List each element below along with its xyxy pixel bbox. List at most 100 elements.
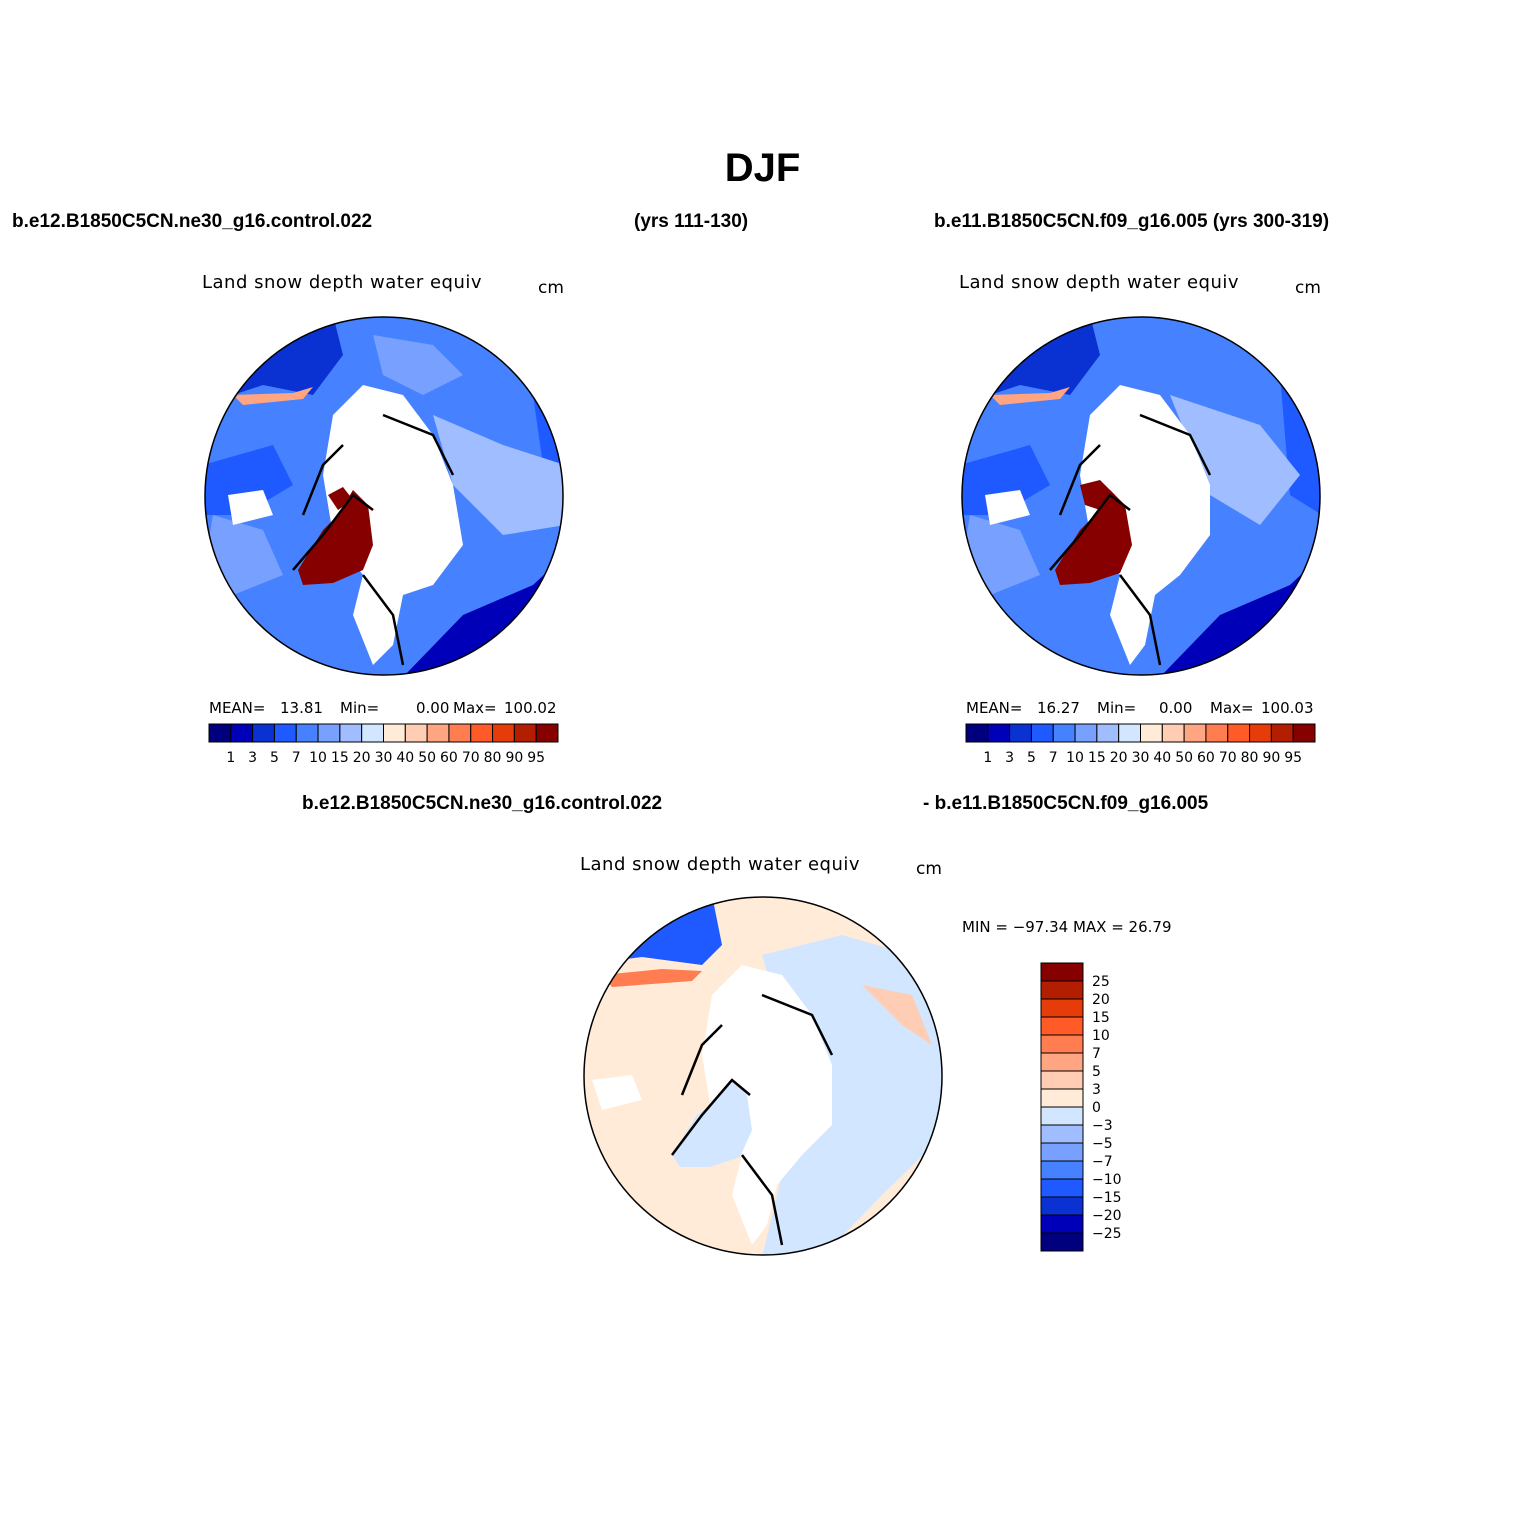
panel1-mean-value: 13.81 bbox=[280, 699, 323, 717]
panel1-min-value: 0.00 bbox=[416, 699, 450, 717]
panel2-mean-label: MEAN= bbox=[966, 699, 1023, 717]
colorbar-difference-swatch bbox=[1040, 1142, 1084, 1162]
panel2-max-value: 100.03 bbox=[1261, 699, 1314, 717]
colorbar-case2-swatch bbox=[1118, 723, 1141, 743]
colorbar-case2-tick-label: 10 bbox=[1066, 750, 1084, 766]
colorbar-difference-tick-label: −25 bbox=[1092, 1226, 1122, 1242]
colorbar-case1-swatch bbox=[230, 723, 254, 743]
colorbar-difference-swatch bbox=[1040, 1088, 1084, 1108]
colorbar-case2-swatch bbox=[1074, 723, 1098, 743]
colorbar-case1-swatch bbox=[295, 723, 319, 743]
colorbar-difference-tick-label: 7 bbox=[1092, 1046, 1101, 1062]
polar-map-case1 bbox=[204, 316, 564, 676]
colorbar-case2-swatch bbox=[1096, 723, 1120, 743]
panel3-minmax: MIN = −97.34 MAX = 26.79 bbox=[962, 918, 1172, 936]
colorbar-case1-swatch bbox=[208, 723, 232, 743]
colorbar-case1-tick-label: 15 bbox=[331, 750, 349, 766]
colorbar-difference-swatch bbox=[1040, 1232, 1084, 1252]
colorbar-case1-tick-label: 50 bbox=[418, 750, 436, 766]
colorbar-difference: 25 20 15 10 7 5 3 0 −3 −5 −7 −10 −15 −20 −25 bbox=[1040, 962, 1122, 1252]
colorbar-case2: 1 3 5 7 10 15 20 30 40 50 60 70 80 90 95 bbox=[965, 723, 1316, 766]
panel2-min-value: 0.00 bbox=[1159, 699, 1193, 717]
panel2-units: cm bbox=[1295, 278, 1321, 298]
colorbar-difference-tick-label: 5 bbox=[1092, 1064, 1101, 1080]
colorbar-case2-tick-label: 60 bbox=[1197, 750, 1215, 766]
colorbar-case1-tick-label: 40 bbox=[396, 750, 414, 766]
colorbar-difference-swatch bbox=[1040, 1016, 1084, 1036]
colorbar-case1-swatch bbox=[426, 723, 450, 743]
colorbar-case1-tick-label: 70 bbox=[462, 750, 480, 766]
colorbar-case2-swatch bbox=[1161, 723, 1185, 743]
colorbar-case2-tick-label: 50 bbox=[1175, 750, 1193, 766]
colorbar-case2-swatch bbox=[1009, 723, 1032, 743]
colorbar-difference-tick-label: −7 bbox=[1092, 1154, 1113, 1170]
colorbar-case1-tick-label: 3 bbox=[248, 750, 257, 766]
colorbar-case2-tick-label: 1 bbox=[983, 750, 992, 766]
colorbar-case2-tick-label: 15 bbox=[1088, 750, 1106, 766]
colorbar-case2-tick-label: 90 bbox=[1262, 750, 1280, 766]
colorbar-difference-swatch bbox=[1040, 1070, 1084, 1090]
panel1-mean-label: MEAN= bbox=[209, 699, 266, 717]
colorbar-difference-swatch bbox=[1040, 1178, 1084, 1198]
colorbar-case1-tick-label: 30 bbox=[375, 750, 393, 766]
colorbar-difference-tick-label: 3 bbox=[1092, 1082, 1101, 1098]
panel1-max-value: 100.02 bbox=[504, 699, 557, 717]
colorbar-difference-tick-label: −3 bbox=[1092, 1118, 1113, 1134]
colorbar-case1-tick-label: 80 bbox=[484, 750, 502, 766]
colorbar-difference-swatch bbox=[1040, 1214, 1084, 1234]
case2-label: b.e11.B1850C5CN.f09_g16.005 (yrs 300-319… bbox=[934, 211, 1330, 232]
colorbar-case2-swatch bbox=[1292, 723, 1316, 743]
colorbar-case2-swatch bbox=[1052, 723, 1076, 743]
panel2-min-label: Min= bbox=[1097, 699, 1137, 717]
colorbar-case2-swatch bbox=[1227, 723, 1251, 743]
panel1-units: cm bbox=[538, 278, 564, 298]
panel1-title: Land snow depth water equiv bbox=[202, 272, 483, 293]
colorbar-case2-tick-label: 7 bbox=[1049, 750, 1058, 766]
colorbar-difference-swatch bbox=[1040, 980, 1084, 1000]
panel2-max-label: Max= bbox=[1210, 699, 1254, 717]
colorbar-case1-tick-label: 95 bbox=[527, 750, 545, 766]
colorbar-case2-tick-label: 5 bbox=[1027, 750, 1036, 766]
diff-label-case2: - b.e11.B1850C5CN.f09_g16.005 bbox=[923, 793, 1209, 814]
figure-title: DJF bbox=[724, 146, 801, 190]
colorbar-difference-swatch bbox=[1040, 962, 1084, 982]
colorbar-case1: 1 3 5 7 10 15 20 30 40 50 60 70 80 90 95 bbox=[208, 723, 559, 766]
panel2-title: Land snow depth water equiv bbox=[959, 272, 1240, 293]
colorbar-case2-tick-label: 3 bbox=[1005, 750, 1014, 766]
colorbar-case2-swatch bbox=[987, 723, 1011, 743]
colorbar-difference-swatch bbox=[1040, 1160, 1084, 1180]
polar-map-difference bbox=[583, 896, 943, 1256]
colorbar-case1-swatch bbox=[317, 723, 341, 743]
colorbar-difference-tick-label: 20 bbox=[1092, 992, 1110, 1008]
colorbar-case2-tick-label: 70 bbox=[1219, 750, 1237, 766]
colorbar-difference-swatch bbox=[1040, 998, 1084, 1018]
colorbar-case2-swatch bbox=[1140, 723, 1163, 743]
case1-years-label: (yrs 111-130) bbox=[634, 211, 749, 232]
colorbar-difference-tick-label: −15 bbox=[1092, 1190, 1122, 1206]
colorbar-case2-swatch bbox=[965, 723, 989, 743]
colorbar-difference-swatch bbox=[1040, 1124, 1084, 1144]
colorbar-case2-swatch bbox=[1183, 723, 1207, 743]
colorbar-case1-tick-label: 10 bbox=[309, 750, 327, 766]
colorbar-case1-tick-label: 7 bbox=[292, 750, 301, 766]
colorbar-case2-swatch bbox=[1249, 723, 1272, 743]
colorbar-case1-tick-label: 5 bbox=[270, 750, 279, 766]
colorbar-case1-swatch bbox=[339, 723, 363, 743]
colorbar-case2-swatch bbox=[1205, 723, 1229, 743]
colorbar-difference-tick-label: −20 bbox=[1092, 1208, 1122, 1224]
diff-label-case1: b.e12.B1850C5CN.ne30_g16.control.022 bbox=[302, 793, 663, 814]
colorbar-case1-swatch bbox=[492, 723, 515, 743]
colorbar-case1-tick-label: 90 bbox=[505, 750, 523, 766]
colorbar-difference-tick-label: 10 bbox=[1092, 1028, 1110, 1044]
colorbar-case1-swatch bbox=[361, 723, 384, 743]
colorbar-case1-swatch bbox=[404, 723, 428, 743]
colorbar-difference-swatch bbox=[1040, 1106, 1084, 1126]
colorbar-case2-swatch bbox=[1030, 723, 1054, 743]
panel3-title: Land snow depth water equiv bbox=[580, 854, 861, 875]
colorbar-case2-tick-label: 40 bbox=[1153, 750, 1171, 766]
colorbar-difference-tick-label: 15 bbox=[1092, 1010, 1110, 1026]
colorbar-case1-tick-label: 20 bbox=[353, 750, 371, 766]
colorbar-case2-tick-label: 80 bbox=[1241, 750, 1259, 766]
colorbar-case1-swatch bbox=[383, 723, 406, 743]
colorbar-difference-tick-label: 0 bbox=[1092, 1100, 1101, 1116]
